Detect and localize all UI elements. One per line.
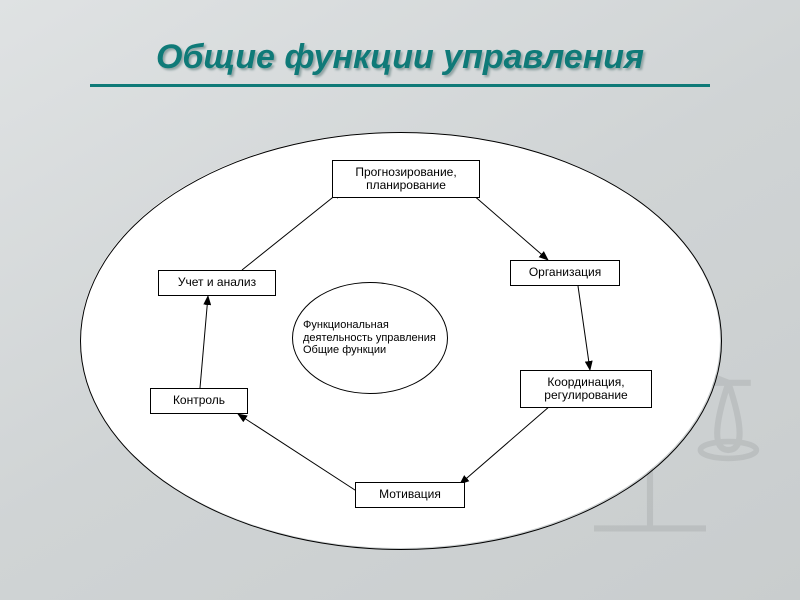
center-label: Функциональная деятельность управления О… (303, 319, 437, 357)
cycle-diagram: Функциональная деятельность управления О… (80, 120, 720, 560)
node-label: Координация, регулирование (544, 376, 627, 402)
slide-title: Общие функции управления (0, 38, 800, 77)
slide: Общие функции управления Функциональная … (0, 0, 800, 600)
node-planning: Прогнозирование, планирование (332, 160, 480, 198)
node-organization: Организация (510, 260, 620, 286)
edge-planning-to-organization (472, 194, 548, 260)
node-analysis: Учет и анализ (158, 270, 276, 296)
node-coordination: Координация, регулирование (520, 370, 652, 408)
node-label: Мотивация (379, 488, 441, 501)
node-label: Учет и анализ (178, 276, 256, 289)
node-control: Контроль (150, 388, 248, 414)
node-label: Организация (529, 266, 601, 279)
edge-motivation-to-control (238, 414, 358, 492)
node-motivation: Мотивация (355, 482, 465, 508)
edge-organization-to-coordination (578, 286, 590, 370)
node-label: Контроль (173, 394, 225, 407)
edge-analysis-to-planning (242, 190, 342, 270)
edge-control-to-analysis (200, 296, 208, 388)
node-label: Прогнозирование, планирование (355, 166, 456, 192)
edge-coordination-to-motivation (460, 406, 550, 484)
title-underline (90, 84, 710, 87)
center-ellipse: Функциональная деятельность управления О… (292, 282, 448, 394)
title-text: Общие функции управления (156, 38, 644, 76)
